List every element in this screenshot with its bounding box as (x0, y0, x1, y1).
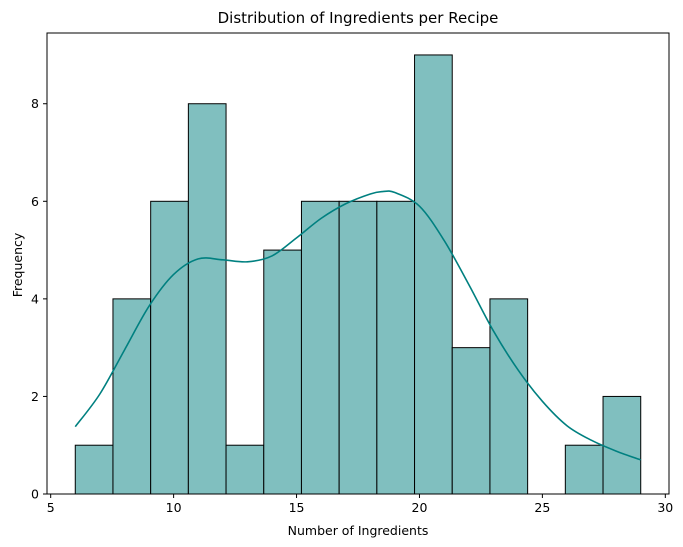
y-axis-ticks: 0 2 4 6 8 (31, 96, 47, 502)
x-tick-label: 30 (657, 500, 673, 515)
x-tick-label: 25 (534, 500, 550, 515)
histogram-bar (225, 444, 265, 495)
histogram-bar (451, 347, 491, 495)
histogram-bar (74, 444, 114, 495)
histogram-bar (150, 200, 189, 495)
y-axis-label: Frequency (10, 232, 25, 297)
histogram-bar (112, 298, 152, 495)
x-axis-label: Number of Ingredients (288, 523, 429, 538)
y-tick-label: 2 (31, 389, 39, 404)
chart-title: Distribution of Ingredients per Recipe (218, 9, 499, 27)
bars-group (74, 54, 642, 495)
histogram-bar (564, 444, 604, 495)
kde-group (74, 190, 641, 461)
histogram-bar (263, 249, 302, 495)
kde-curve (74, 190, 641, 461)
x-tick-label: 10 (166, 500, 182, 515)
x-tick-label: 15 (289, 500, 305, 515)
x-tick-label: 20 (412, 500, 428, 515)
x-tick-label: 5 (47, 500, 55, 515)
histogram-bar (300, 200, 340, 495)
histogram-bar (602, 395, 642, 495)
histogram-bar (376, 200, 416, 495)
histogram-bar (338, 200, 378, 495)
x-axis-ticks: 5 10 15 20 25 30 (47, 494, 673, 515)
y-tick-label: 0 (31, 487, 39, 502)
y-tick-label: 8 (31, 96, 39, 111)
y-tick-label: 6 (31, 194, 39, 209)
histogram-bar (187, 103, 227, 495)
plot-frame (46, 32, 670, 495)
histogram-bar (414, 54, 453, 495)
histogram-bar (489, 298, 529, 495)
y-tick-label: 4 (31, 291, 39, 306)
